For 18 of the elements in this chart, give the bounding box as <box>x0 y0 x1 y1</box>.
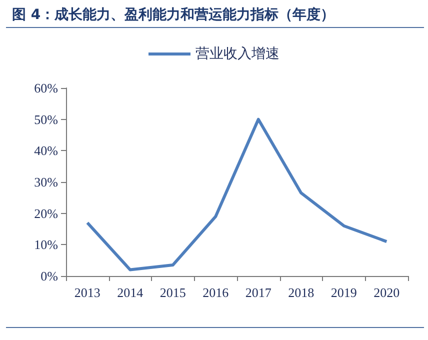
y-tick-label: 0% <box>40 268 58 284</box>
legend-label: 营业收入增速 <box>196 46 280 62</box>
x-tick-label: 2018 <box>288 285 314 300</box>
x-tick-label: 2019 <box>330 285 357 300</box>
x-tick-label: 2014 <box>117 285 144 300</box>
y-tick-label: 60% <box>34 80 58 96</box>
x-tick-label: 2015 <box>160 285 186 300</box>
x-tick-label: 2013 <box>74 285 100 300</box>
y-tick-label: 30% <box>34 174 58 190</box>
y-tick-label: 20% <box>34 206 58 221</box>
x-tick-label: 2017 <box>245 285 272 300</box>
y-tick-label: 40% <box>34 143 58 158</box>
x-tick-label: 2016 <box>202 285 230 300</box>
chart-title: 图 4：成长能力、盈利能力和营运能力指标（年度） <box>12 6 335 24</box>
y-tick-label: 10% <box>34 237 58 252</box>
line-series <box>86 118 388 272</box>
y-tick-label: 50% <box>34 112 58 127</box>
x-tick-label: 2020 <box>374 285 400 300</box>
